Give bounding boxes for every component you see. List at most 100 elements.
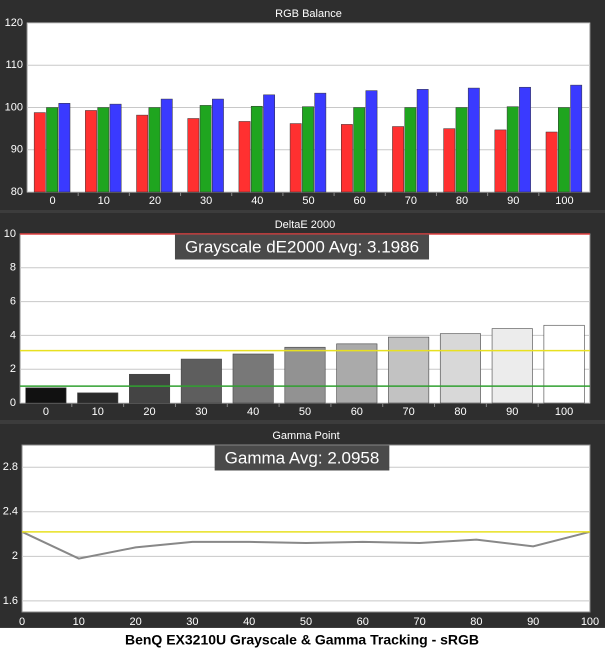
bar: [284, 346, 326, 404]
bar: [263, 94, 275, 193]
x-tick-label: 20: [143, 406, 155, 418]
bar: [212, 98, 224, 193]
chart-title: DeltaE 2000: [275, 219, 336, 231]
x-tick-label: 40: [243, 616, 255, 628]
bar: [129, 373, 171, 404]
y-tick-label: 0: [10, 397, 16, 409]
bar: [25, 387, 67, 404]
bar: [388, 336, 430, 404]
x-tick-label: 0: [50, 195, 56, 207]
bar: [416, 89, 429, 193]
y-tick-label: 10: [4, 228, 16, 240]
annotation: Grayscale dE2000 Avg: 3.1986: [185, 237, 419, 256]
bar: [439, 333, 481, 404]
bar: [341, 124, 353, 193]
y-tick-label: 90: [11, 144, 23, 156]
x-tick-label: 100: [581, 616, 599, 628]
x-tick-label: 70: [413, 616, 425, 628]
bar: [187, 118, 200, 193]
x-tick-label: 80: [470, 616, 482, 628]
plot-area: [21, 444, 591, 613]
x-tick-label: 80: [456, 195, 468, 207]
x-tick-label: 30: [195, 406, 207, 418]
bar: [543, 324, 585, 404]
y-tick-label: 120: [5, 17, 23, 29]
x-tick-label: 60: [351, 406, 363, 418]
x-tick-label: 90: [507, 195, 519, 207]
x-tick-label: 60: [357, 616, 369, 628]
x-tick-label: 10: [92, 406, 104, 418]
y-tick-label: 100: [5, 101, 23, 113]
x-tick-label: 70: [405, 195, 417, 207]
bar: [85, 110, 97, 193]
bar: [58, 103, 71, 193]
bar: [33, 112, 46, 193]
x-tick-label: 0: [19, 616, 25, 628]
bar: [97, 107, 110, 193]
y-tick-label: 1.6: [3, 595, 18, 607]
x-tick-label: 10: [73, 616, 85, 628]
caption: BenQ EX3210U Grayscale & Gamma Tracking …: [125, 632, 479, 648]
bar: [455, 107, 468, 193]
x-tick-label: 40: [247, 406, 259, 418]
bar: [46, 107, 58, 193]
bar: [443, 128, 456, 193]
x-tick-label: 100: [555, 406, 573, 418]
x-tick-label: 50: [300, 616, 312, 628]
bar: [314, 92, 327, 193]
bar: [109, 103, 122, 193]
bar: [232, 353, 274, 404]
bar: [506, 106, 519, 193]
x-tick-label: 40: [251, 195, 263, 207]
x-tick-label: 60: [354, 195, 366, 207]
bar: [136, 114, 149, 193]
y-tick-label: 2: [10, 363, 16, 375]
y-tick-label: 6: [10, 296, 16, 308]
bar: [199, 105, 212, 193]
chart-title: RGB Balance: [275, 8, 342, 20]
gamma-line: [21, 530, 591, 560]
x-tick-label: 50: [299, 406, 311, 418]
x-tick-label: 10: [98, 195, 110, 207]
annotation: Gamma Avg: 2.0958: [225, 448, 380, 467]
y-tick-label: 2.4: [3, 506, 18, 518]
chart-title: Gamma Point: [272, 430, 339, 442]
bar: [238, 121, 251, 193]
bar: [148, 107, 161, 193]
y-tick-label: 2: [12, 550, 18, 562]
y-tick-label: 80: [11, 186, 23, 198]
bar: [570, 84, 583, 193]
annotation-box: [174, 234, 430, 260]
bar: [404, 107, 417, 193]
bar: [77, 392, 119, 404]
x-tick-label: 50: [302, 195, 314, 207]
bar: [289, 123, 302, 193]
x-tick-label: 80: [454, 406, 466, 418]
caption-band: [0, 628, 605, 652]
bar: [494, 129, 507, 193]
bar: [365, 90, 378, 193]
bar: [336, 343, 378, 404]
x-tick-label: 0: [43, 406, 49, 418]
x-tick-label: 30: [200, 195, 212, 207]
bar: [160, 98, 173, 193]
y-tick-label: 4: [10, 329, 16, 341]
bar: [180, 358, 222, 404]
x-tick-label: 20: [149, 195, 161, 207]
bar: [467, 87, 480, 193]
x-tick-label: 30: [186, 616, 198, 628]
bar: [558, 107, 570, 193]
x-tick-label: 70: [403, 406, 415, 418]
x-tick-label: 90: [506, 406, 518, 418]
bar: [491, 328, 533, 404]
y-tick-label: 8: [10, 262, 16, 274]
x-tick-label: 100: [555, 195, 573, 207]
bar: [545, 131, 558, 193]
bar: [392, 126, 404, 193]
x-tick-label: 90: [527, 616, 539, 628]
x-tick-label: 20: [129, 616, 141, 628]
y-tick-label: 110: [5, 59, 23, 71]
annotation-box: [214, 445, 390, 471]
bar: [353, 107, 366, 193]
